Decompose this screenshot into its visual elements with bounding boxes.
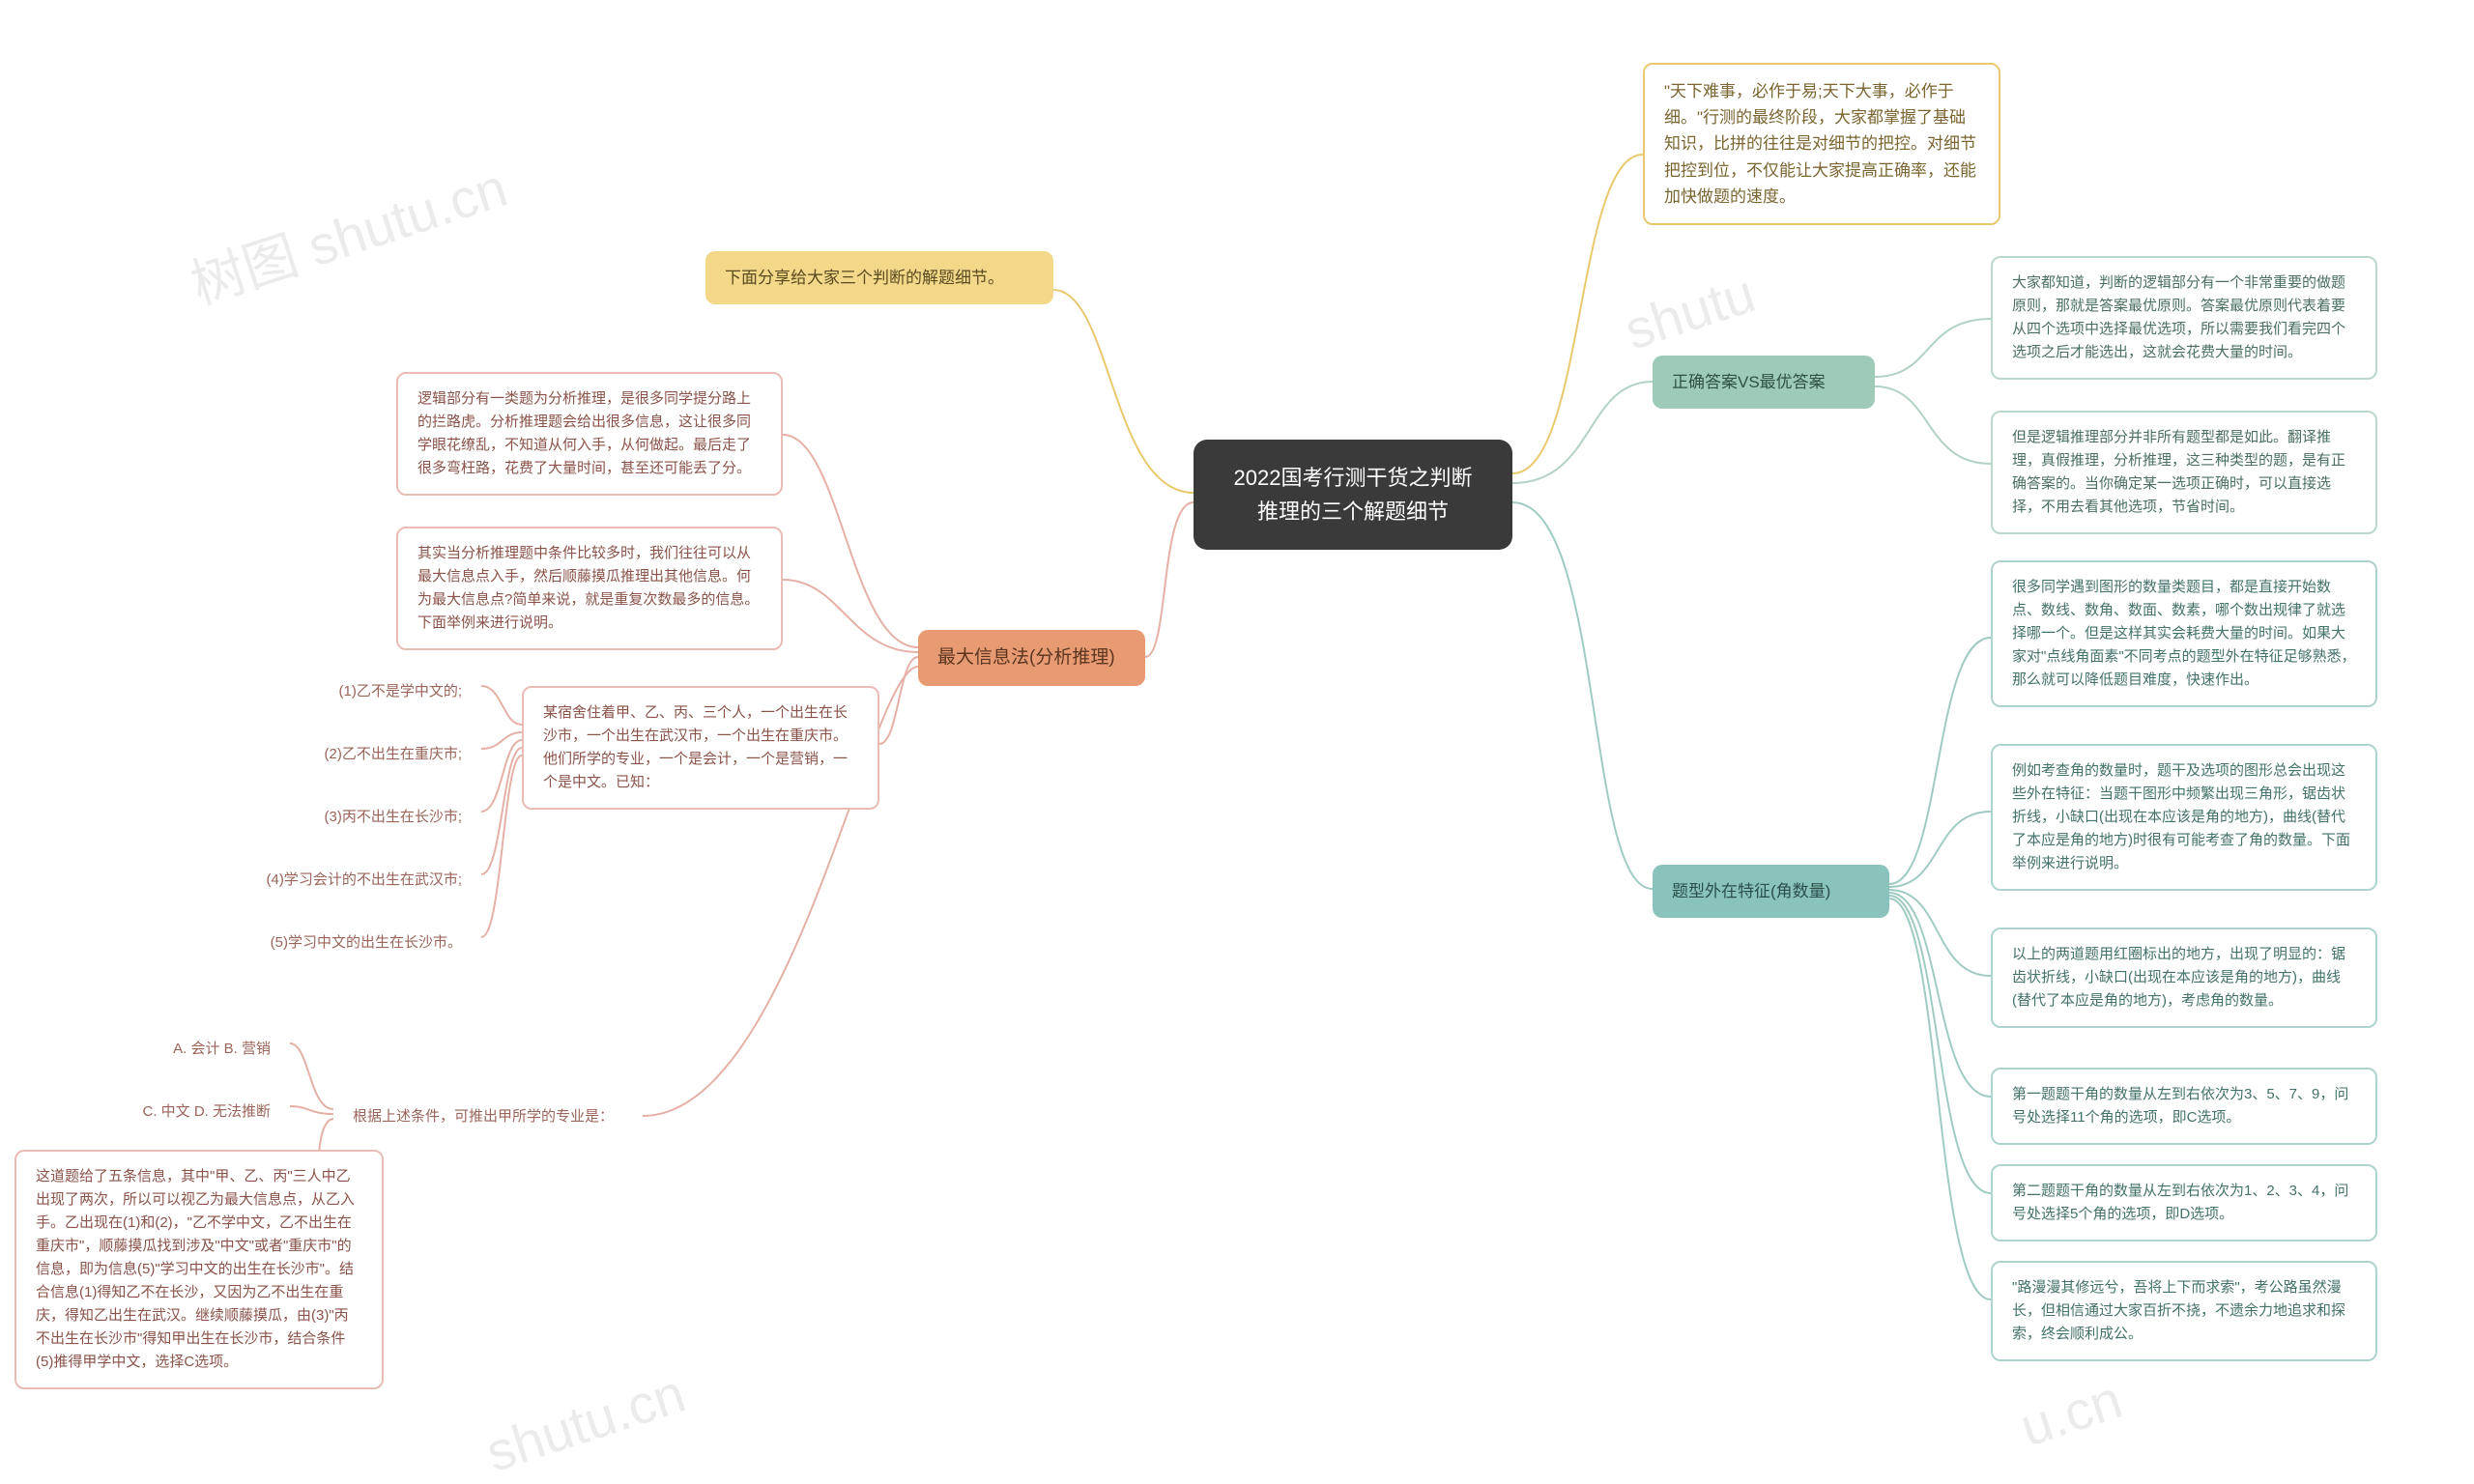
deduce-parent: 根据上述条件，可推出甲所学的专业是： [333, 1092, 643, 1142]
branch-green-leaf[interactable]: 大家都知道，判断的逻辑部分有一个非常重要的做题原则，那就是答案最优原则。答案最优… [1991, 256, 2377, 380]
branch-orange-top-leaf[interactable]: 其实当分析推理题中条件比较多时，我们往往可以从最大信息点入手，然后顺藤摸瓜推理出… [396, 527, 783, 650]
example-item: (3)丙不出生在长沙市; [286, 792, 481, 842]
branch-yellow-leaf[interactable]: "天下难事，必作于易;天下大事，必作于细。"行测的最终阶段，大家都掌握了基础知识… [1643, 63, 2000, 225]
branch-green-main[interactable]: 正确答案VS最优答案 [1653, 356, 1875, 409]
branch-green-leaf[interactable]: 但是逻辑推理部分并非所有题型都是如此。翻译推理，真假推理，分析推理，这三种类型的… [1991, 411, 2377, 534]
branch-teal-leaf[interactable]: "路漫漫其修远兮，吾将上下而求索"，考公路虽然漫长，但相信通过大家百折不挠，不遗… [1991, 1261, 2377, 1361]
watermark: shutu [1617, 261, 1762, 361]
deduce-child: A. 会计 B. 营销 [150, 1024, 290, 1074]
branch-teal-main[interactable]: 题型外在特征(角数量) [1653, 865, 1889, 918]
branch-teal-leaf[interactable]: 很多同学遇到图形的数量类题目，都是直接开始数点、数线、数角、数面、数素，哪个数出… [1991, 560, 2377, 707]
example-item: (5)学习中文的出生在长沙市。 [232, 918, 481, 968]
branch-teal-leaf[interactable]: 例如考查角的数量时，题干及选项的图形总会出现这些外在特征：当题干图形中频繁出现三… [1991, 744, 2377, 891]
branch-teal-leaf[interactable]: 第一题题干角的数量从左到右依次为3、5、7、9，问号处选择11个角的选项，即C选… [1991, 1068, 2377, 1145]
example-item: (4)学习会计的不出生在武汉市; [224, 855, 481, 905]
deduce-explanation[interactable]: 这道题给了五条信息，其中"甲、乙、丙"三人中乙出现了两次，所以可以视乙为最大信息… [14, 1150, 384, 1389]
deduce-child: C. 中文 D. 无法推断 [116, 1087, 290, 1137]
branch-teal-leaf[interactable]: 以上的两道题用红圈标出的地方，出现了明显的：锯齿状折线，小缺口(出现在本应该是角… [1991, 928, 2377, 1028]
branch-orange-example-parent[interactable]: 某宿舍住着甲、乙、丙、三个人，一个出生在长沙市，一个出生在武汉市，一个出生在重庆… [522, 686, 879, 810]
watermark: shutu.cn [478, 1361, 692, 1484]
example-item: (2)乙不出生在重庆市; [286, 729, 481, 780]
example-item: (1)乙不是学中文的; [298, 667, 481, 717]
branch-yellow-main[interactable]: 下面分享给大家三个判断的解题细节。 [705, 251, 1053, 304]
center-node[interactable]: 2022国考行测干货之判断 推理的三个解题细节 [1194, 440, 1512, 550]
branch-orange-main[interactable]: 最大信息法(分析推理) [918, 630, 1145, 686]
watermark: u.cn [2013, 1367, 2130, 1459]
watermark: 树图 shutu.cn [180, 145, 516, 321]
branch-orange-top-leaf[interactable]: 逻辑部分有一类题为分析推理，是很多同学提分路上的拦路虎。分析推理题会给出很多信息… [396, 372, 783, 496]
branch-teal-leaf[interactable]: 第二题题干角的数量从左到右依次为1、2、3、4，问号处选择5个角的选项，即D选项… [1991, 1164, 2377, 1241]
